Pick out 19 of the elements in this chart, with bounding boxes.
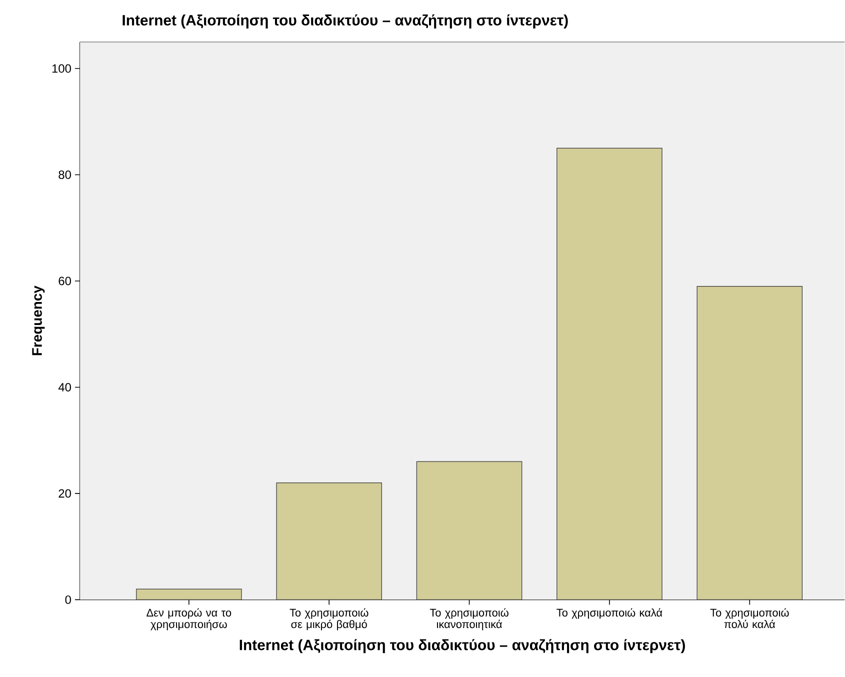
y-tick-label: 0: [65, 596, 71, 604]
y-tick-label: 60: [58, 276, 71, 286]
x-tick-label: Το χρησιμοποιώ καλά: [556, 608, 662, 619]
bar: [556, 148, 662, 600]
x-axis-title: Internet (Αξιοποίηση του διαδικτύου – αναζήτηση στο ίντερνετ): [240, 639, 685, 654]
bar: [276, 482, 382, 600]
bar: [696, 286, 803, 600]
y-tick-label: 80: [58, 170, 71, 180]
chart-title: Internet (Αξιοποίηση του διαδικτύου – αναζήτηση στο ίντερνετ): [122, 14, 568, 29]
x-tick-label: Το χρησιμοποιώ πολύ καλά: [710, 608, 789, 628]
x-tick-label: Το χρησιμοποιώ ικανοποιητικά: [430, 608, 508, 630]
y-tick-label: 40: [58, 383, 71, 392]
y-tick-label: 20: [58, 489, 71, 498]
y-axis-title: Frequency: [32, 286, 45, 356]
bar: [136, 588, 242, 600]
x-tick-label: Δεν μπορώ να το χρησιμοποιήσω: [146, 608, 232, 630]
y-tick-label: 100: [52, 64, 71, 73]
bar: [416, 461, 522, 600]
x-tick-label: Το χρησιμοποιώ σε μικρό βαθμό: [290, 608, 368, 630]
